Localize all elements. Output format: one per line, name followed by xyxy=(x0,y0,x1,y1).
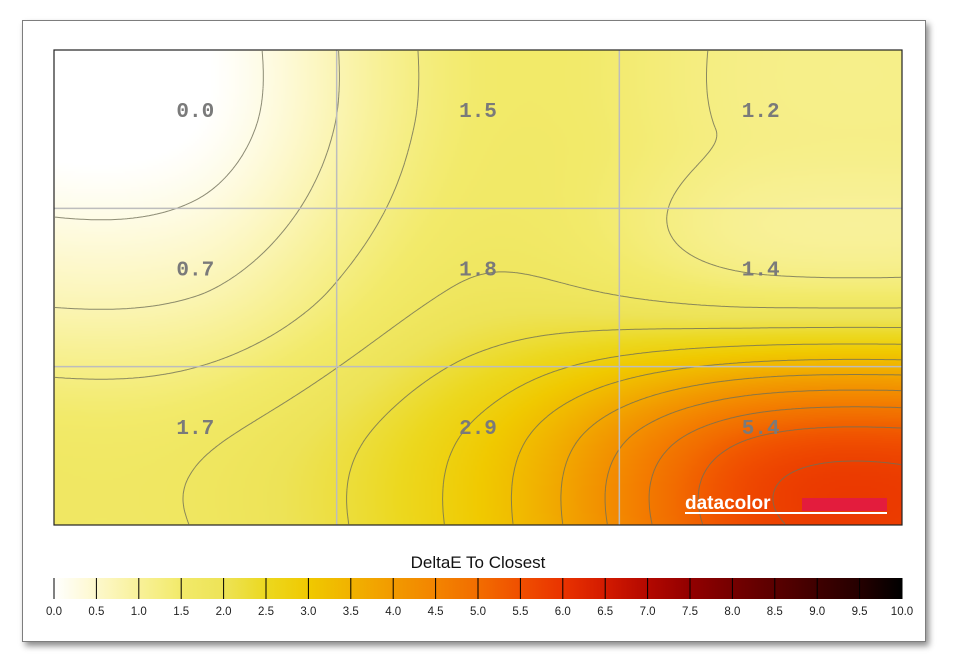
chart-frame: 0.0 1.5 1.2 0.7 1.8 1.4 1.7 2.9 5.4 datacolor De… xyxy=(22,20,926,642)
logo-underline xyxy=(685,512,887,514)
logo-text: datacolor xyxy=(685,493,771,514)
plot-area: 0.0 1.5 1.2 0.7 1.8 1.4 1.7 2.9 5.4 datacolor xyxy=(53,49,903,526)
cell-value-label: 0.0 xyxy=(176,101,214,124)
cell-value-label: 1.4 xyxy=(742,260,780,283)
contour-line xyxy=(442,343,901,525)
cell-value-label: 0.7 xyxy=(176,260,214,283)
colorbar-tick-label: 7.5 xyxy=(682,606,698,618)
colorbar-tick-label: 5.5 xyxy=(512,606,528,618)
colorbar-tick-label: 10.0 xyxy=(891,606,913,618)
contour-line xyxy=(510,358,901,524)
colorbar-tick-label: 2.5 xyxy=(258,606,274,618)
cell-value-label: 1.5 xyxy=(459,101,497,124)
colorbar-tick-label: 8.0 xyxy=(724,606,740,618)
colorbar-tick-label: 0.0 xyxy=(46,606,62,618)
colorbar-tick-label: 7.0 xyxy=(640,606,656,618)
contour-line xyxy=(54,50,340,310)
datacolor-logo: datacolor xyxy=(685,493,887,514)
contour-line xyxy=(182,271,901,525)
contour-line xyxy=(648,406,901,525)
plot-border xyxy=(53,49,903,526)
colorbar-tick-label: 4.0 xyxy=(385,606,401,618)
logo-red-bar xyxy=(802,498,887,511)
colorbar-tick-label: 3.5 xyxy=(343,606,359,618)
cell-labels: 0.0 1.5 1.2 0.7 1.8 1.4 1.7 2.9 5.4 xyxy=(176,101,779,441)
colorbar-tick-label: 1.0 xyxy=(131,606,147,618)
colorbar-tick-label: 2.0 xyxy=(216,606,232,618)
colorbar-tick-label: 6.5 xyxy=(597,606,613,618)
contour-line xyxy=(604,389,901,525)
colorbar-tick-label: 9.0 xyxy=(809,606,825,618)
heatmap-surface xyxy=(54,50,902,525)
colorbar-tick-label: 0.5 xyxy=(88,606,104,618)
cell-value-label: 1.8 xyxy=(459,260,497,283)
colorbar-tick-label: 1.5 xyxy=(173,606,189,618)
colorbar: 0.0 0.5 1.0 1.5 2.0 2.5 3.0 3.5 4.0 4.5 5.0 5.5 6.0 6… xyxy=(46,578,913,618)
contour-line xyxy=(560,374,902,525)
colorbar-tick-label: 9.5 xyxy=(852,606,868,618)
colorbar-tick-label: 6.0 xyxy=(555,606,571,618)
colorbar-title: DeltaE To Closest xyxy=(411,553,546,572)
colorbar-tick-label: 5.0 xyxy=(470,606,486,618)
grid-lines xyxy=(54,50,902,525)
cell-value-label: 5.4 xyxy=(742,418,780,441)
deltae-heatmap-chart: 0.0 1.5 1.2 0.7 1.8 1.4 1.7 2.9 5.4 datacolor De… xyxy=(46,49,913,618)
colorbar-tick-label: 3.0 xyxy=(300,606,316,618)
cell-value-label: 2.9 xyxy=(459,418,497,441)
contour-line xyxy=(697,426,902,525)
cell-value-label: 1.7 xyxy=(176,418,214,441)
contour-line xyxy=(346,326,901,525)
colorbar-tick-label: 4.5 xyxy=(428,606,444,618)
colorbar-tick-label: 8.5 xyxy=(767,606,783,618)
cell-value-label: 1.2 xyxy=(742,101,780,124)
contour-line xyxy=(772,460,902,525)
